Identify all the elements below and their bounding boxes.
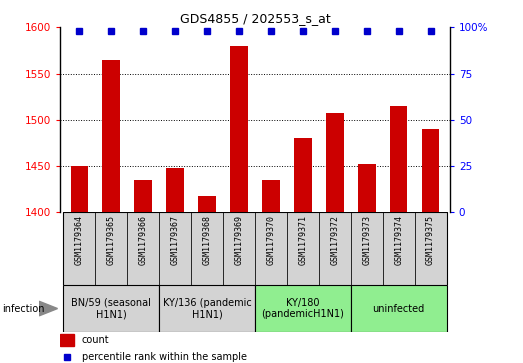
Text: BN/59 (seasonal
H1N1): BN/59 (seasonal H1N1) [71, 298, 151, 319]
Bar [127, 212, 159, 285]
Bar [390, 106, 407, 212]
Text: GSM1179366: GSM1179366 [139, 215, 147, 265]
Bar [223, 212, 255, 285]
Bar [198, 196, 216, 212]
Bar [294, 138, 312, 212]
Bar [191, 212, 223, 285]
Text: KY/180
(pandemicH1N1): KY/180 (pandemicH1N1) [262, 298, 344, 319]
Bar [71, 166, 88, 212]
Text: GSM1179373: GSM1179373 [362, 215, 371, 265]
Text: GSM1179371: GSM1179371 [298, 215, 308, 265]
Text: GSM1179370: GSM1179370 [266, 215, 276, 265]
Bar [262, 180, 280, 212]
Text: infection: infection [3, 303, 45, 314]
Bar [351, 285, 447, 332]
Bar [166, 168, 184, 212]
Bar [230, 46, 248, 212]
Bar [255, 212, 287, 285]
Bar [63, 285, 159, 332]
Title: GDS4855 / 202553_s_at: GDS4855 / 202553_s_at [179, 12, 331, 25]
Bar [358, 164, 376, 212]
Bar [255, 285, 351, 332]
Text: GSM1179369: GSM1179369 [234, 215, 244, 265]
Bar [95, 212, 127, 285]
Text: GSM1179372: GSM1179372 [331, 215, 339, 265]
Bar [319, 212, 351, 285]
Text: GSM1179374: GSM1179374 [394, 215, 403, 265]
Bar [134, 180, 152, 212]
Bar [383, 212, 415, 285]
Text: GSM1179364: GSM1179364 [75, 215, 84, 265]
Bar [415, 212, 447, 285]
Bar [159, 212, 191, 285]
Text: GSM1179375: GSM1179375 [426, 215, 435, 265]
Bar [422, 129, 439, 212]
Bar [63, 212, 95, 285]
Text: GSM1179368: GSM1179368 [202, 215, 212, 265]
Bar [60, 334, 74, 346]
Text: KY/136 (pandemic
H1N1): KY/136 (pandemic H1N1) [163, 298, 252, 319]
Text: uninfected: uninfected [372, 303, 425, 314]
Polygon shape [39, 301, 58, 316]
Bar [351, 212, 383, 285]
Text: GSM1179365: GSM1179365 [107, 215, 116, 265]
Bar [287, 212, 319, 285]
Bar [159, 285, 255, 332]
Text: GSM1179367: GSM1179367 [170, 215, 179, 265]
Bar [326, 113, 344, 212]
Text: count: count [82, 335, 109, 345]
Text: percentile rank within the sample: percentile rank within the sample [82, 352, 246, 362]
Bar [103, 60, 120, 212]
